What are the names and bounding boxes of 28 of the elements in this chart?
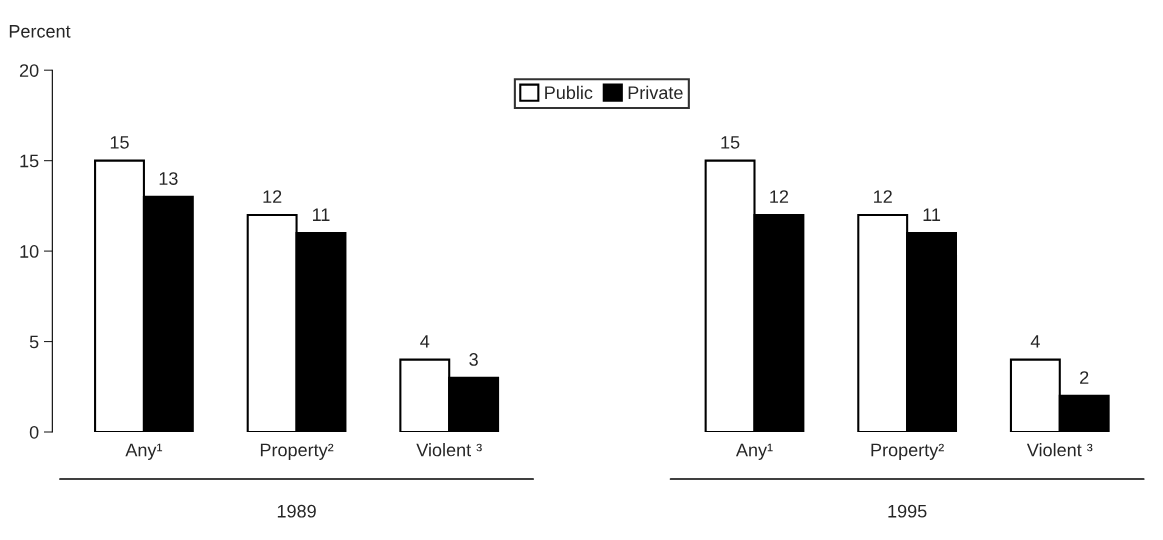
y-tick-label: 10 <box>20 245 39 258</box>
x-tick-label: Any¹ <box>125 443 163 460</box>
data-label: 12 <box>263 190 282 203</box>
data-label: 11 <box>312 208 330 221</box>
y-tick-label: 20 <box>19 64 39 77</box>
x-tick-label: Any¹ <box>735 443 773 460</box>
data-label: 3 <box>469 353 478 366</box>
y-tick-label: 15 <box>20 154 39 168</box>
x-tick-label: Violent ³ <box>416 443 482 457</box>
x-tick-label: Property² <box>260 443 334 460</box>
data-label: 12 <box>874 190 892 203</box>
text: 1995 <box>888 504 927 518</box>
text: 1989 <box>277 504 316 518</box>
x-tick-label: Property² <box>871 443 944 460</box>
x-tick-label: Violent ³ <box>1026 443 1093 457</box>
data-label: 15 <box>721 136 740 149</box>
data-label: 2 <box>1080 371 1089 384</box>
data-label: 11 <box>923 208 941 221</box>
y-axis-title: Percent <box>9 25 71 38</box>
data-label: 4 <box>420 335 430 348</box>
legend-label: Public <box>545 85 593 100</box>
data-label: 4 <box>1030 335 1040 348</box>
data-label: 15 <box>110 136 129 149</box>
data-label: 12 <box>770 190 789 203</box>
y-tick-label: 0 <box>29 425 39 439</box>
y-tick-label: 5 <box>29 335 39 349</box>
legend-label: Private <box>628 85 683 100</box>
data-label: 13 <box>159 172 178 185</box>
